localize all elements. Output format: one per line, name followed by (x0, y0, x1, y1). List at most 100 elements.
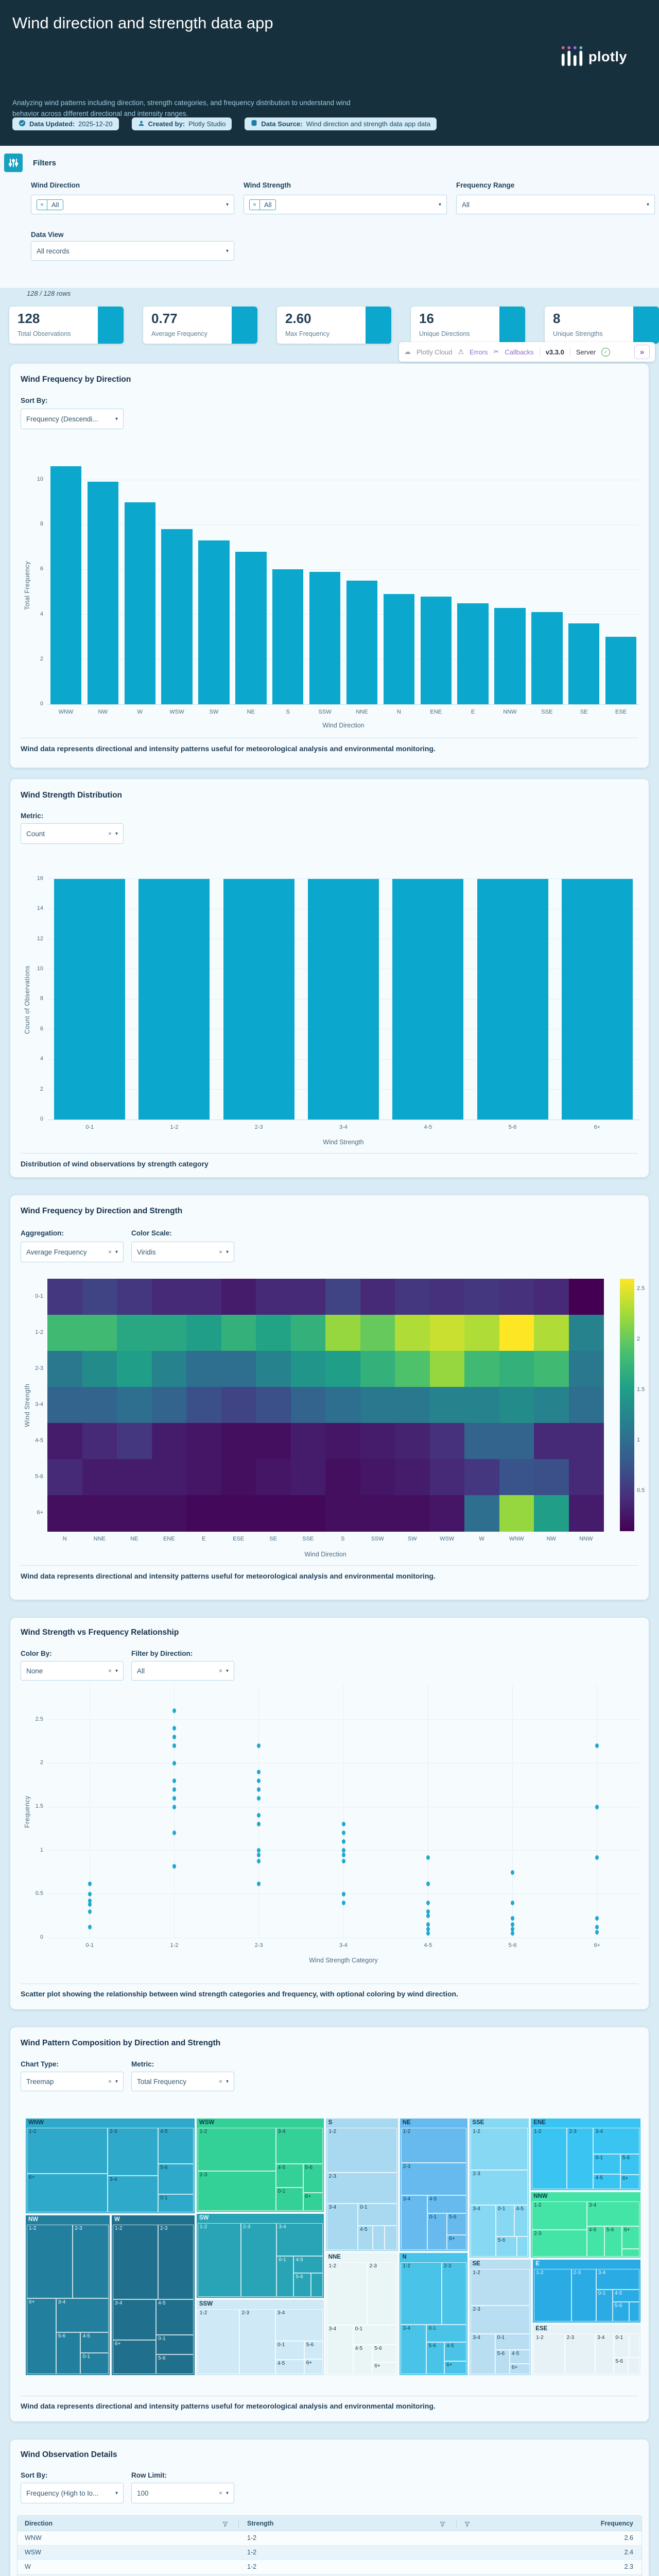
treemap-cell[interactable]: 1-2 (401, 2262, 442, 2325)
treemap-group[interactable]: SW 1-2 2-3 3-4 0-1 4-5 5-6 (195, 2212, 325, 2299)
treemap-cell[interactable]: 5-6 (156, 2354, 194, 2374)
treemap-cell[interactable] (517, 2236, 528, 2257)
sort-by-dropdown[interactable]: Frequency (Descendi... ▾ (21, 409, 124, 429)
treemap-cell[interactable] (373, 2226, 385, 2250)
treemap-cell[interactable]: 5-6 (613, 2357, 629, 2374)
treemap-cell[interactable]: 0-1 (495, 2333, 530, 2350)
treemap-group[interactable]: W 1-2 2-3 3-4 6+ 4-5 0-1 5-6 (110, 2214, 196, 2376)
errors-button[interactable]: Errors (470, 348, 488, 356)
wind-strength-filter-dropdown[interactable]: × All ▾ (244, 195, 447, 214)
treemap-cell[interactable]: 2-3 (441, 2262, 467, 2325)
treemap-group[interactable]: SSW 1-2 2-3 3-4 0-1 4-5 5-6 6+ (195, 2299, 325, 2376)
treemap-cell[interactable]: 1-2 (471, 2128, 528, 2171)
treemap-cell[interactable]: 0-1 (276, 2256, 294, 2297)
treemap-group[interactable]: SE 1-2 2-3 3-4 0-1 5-6 4-5 6+ (469, 2258, 532, 2376)
treemap-cell[interactable] (385, 2226, 397, 2250)
treemap-cell[interactable]: 0-1 (426, 2324, 467, 2343)
treemap-cell[interactable]: 6+ (372, 2362, 397, 2374)
clear-icon[interactable]: × (218, 1248, 222, 1256)
treemap-cell[interactable]: 4-5 (158, 2128, 194, 2164)
treemap-cell[interactable]: 4-5 (353, 2345, 373, 2374)
treemap-cell[interactable] (629, 2333, 639, 2358)
treemap-cell[interactable]: 3-4 (326, 2325, 353, 2374)
filter-icon[interactable] (464, 2520, 471, 2527)
treemap-cell[interactable]: 5-6 (372, 2345, 397, 2363)
metric-dropdown[interactable]: Count × ▾ (21, 823, 124, 844)
treemap-cell[interactable]: 1-2 (326, 2128, 397, 2173)
treemap-cell[interactable]: 2-3 (158, 2225, 194, 2300)
treemap-cell[interactable]: 1-2 (197, 2309, 240, 2374)
treemap-cell[interactable]: 6+ (620, 2175, 639, 2189)
treemap-cell[interactable]: 0-1 (275, 2341, 304, 2360)
plotly-cloud-link[interactable]: Plotly Cloud (417, 348, 453, 356)
treemap-cell[interactable]: 0-1 (358, 2204, 397, 2226)
treemap-cell[interactable]: 0-1 (495, 2205, 514, 2236)
treemap-cell[interactable]: 3-4 (595, 2333, 614, 2374)
treemap-cell[interactable]: 1-2 (197, 2128, 276, 2171)
treemap-cell[interactable]: 3-4 (275, 2128, 323, 2164)
treemap-cell[interactable]: 3-4 (401, 2324, 427, 2374)
treemap-cell[interactable]: 5-6 (56, 2332, 81, 2374)
treemap-cell[interactable]: 0-1 (275, 2187, 303, 2211)
filter-by-direction-dropdown[interactable]: All × ▾ (131, 1661, 234, 1681)
treemap-cell[interactable]: 0-1 (427, 2213, 447, 2250)
treemap-cell[interactable]: 2-3 (401, 2162, 467, 2195)
treemap-cell[interactable]: 2-3 (471, 2170, 528, 2206)
treemap-cell[interactable]: 5-6 (620, 2154, 639, 2175)
treemap-group[interactable]: NW 1-2 2-3 6+ 3-4 5-6 4-5 0-1 (25, 2214, 111, 2376)
treemap-cell[interactable]: 3-4 (108, 2176, 159, 2213)
aggregation-dropdown[interactable]: Average Frequency × ▾ (21, 1242, 124, 1262)
remove-chip-icon[interactable]: × (37, 199, 48, 210)
column-header-strength[interactable]: Strength (247, 2520, 274, 2527)
treemap-cell[interactable]: 4-5 (80, 2332, 109, 2353)
clear-icon[interactable]: × (108, 1248, 112, 1256)
treemap-cell[interactable]: 2-3 (326, 2173, 397, 2204)
treemap-cell[interactable]: 4-5 (444, 2342, 467, 2362)
wind-direction-filter-dropdown[interactable]: × All ▾ (31, 195, 234, 214)
treemap-cell[interactable]: 5-6 (293, 2273, 311, 2297)
treemap-cell[interactable]: 5-6 (426, 2342, 445, 2374)
treemap-cell[interactable]: 5-6 (304, 2341, 323, 2360)
treemap-cell[interactable]: 5-6 (447, 2213, 467, 2235)
treemap-cell[interactable]: 2-3 (240, 2223, 277, 2297)
treemap-cell[interactable]: 3-4 (586, 2201, 639, 2227)
treemap-cell[interactable]: 2-3 (108, 2128, 159, 2176)
clear-icon[interactable]: × (218, 2078, 222, 2085)
treemap-group[interactable]: ESE 1-2 2-3 3-4 0-1 5-6 (532, 2323, 641, 2376)
chart-type-dropdown[interactable]: Treemap × ▾ (21, 2072, 124, 2091)
color-scale-dropdown[interactable]: Viridis × ▾ (131, 1242, 234, 1262)
clear-icon[interactable]: × (108, 1667, 112, 1674)
treemap-cell[interactable] (311, 2273, 323, 2297)
treemap-cell[interactable]: 3-4 (593, 2128, 639, 2154)
treemap-cell[interactable]: 4-5 (427, 2195, 467, 2214)
treemap-metric-dropdown[interactable]: Total Frequency × ▾ (131, 2072, 234, 2091)
treemap-cell[interactable]: 2-3 (571, 2268, 596, 2321)
treemap-cell[interactable]: 3-4 (471, 2205, 496, 2257)
treemap-cell[interactable]: 0-1 (158, 2194, 194, 2213)
treemap-cell[interactable]: 4-5 (358, 2226, 373, 2250)
treemap-cell[interactable]: 4-5 (612, 2290, 639, 2302)
treemap-cell[interactable]: 1-2 (532, 2128, 567, 2189)
treemap-cell[interactable]: 1-2 (27, 2128, 108, 2174)
treemap-cell[interactable]: 3-4 (56, 2298, 109, 2332)
treemap-cell[interactable]: 1-2 (197, 2223, 241, 2297)
treemap-cell[interactable]: 6+ (304, 2359, 323, 2374)
treemap-cell[interactable]: 4-5 (275, 2164, 303, 2188)
frequency-range-filter-dropdown[interactable]: All ▾ (456, 195, 655, 214)
treemap-cell[interactable]: 2-3 (567, 2128, 594, 2189)
treemap-group[interactable]: SSE 1-2 2-3 3-4 0-1 4-5 5-6 (469, 2117, 530, 2259)
clear-icon[interactable]: × (218, 1667, 222, 1674)
treemap-cell[interactable]: 2-3 (564, 2333, 595, 2374)
treemap-cell[interactable]: 3-4 (401, 2195, 427, 2250)
treemap-cell[interactable]: 0-1 (613, 2333, 629, 2358)
devtools-toggle-button[interactable]: » (634, 345, 650, 359)
data-view-dropdown[interactable]: All records ▾ (31, 241, 234, 261)
column-header-frequency[interactable]: Frequency (600, 2520, 633, 2527)
treemap-cell[interactable] (628, 2357, 639, 2374)
treemap-cell[interactable]: 2-3 (239, 2309, 275, 2374)
treemap-cell[interactable]: 6+ (112, 2340, 157, 2374)
treemap-cell[interactable]: 5-6 (158, 2164, 194, 2195)
treemap-cell[interactable]: 1-2 (532, 2201, 587, 2230)
treemap-cell[interactable]: 4-5 (275, 2360, 304, 2374)
treemap-cell[interactable]: 5-6 (604, 2226, 622, 2257)
